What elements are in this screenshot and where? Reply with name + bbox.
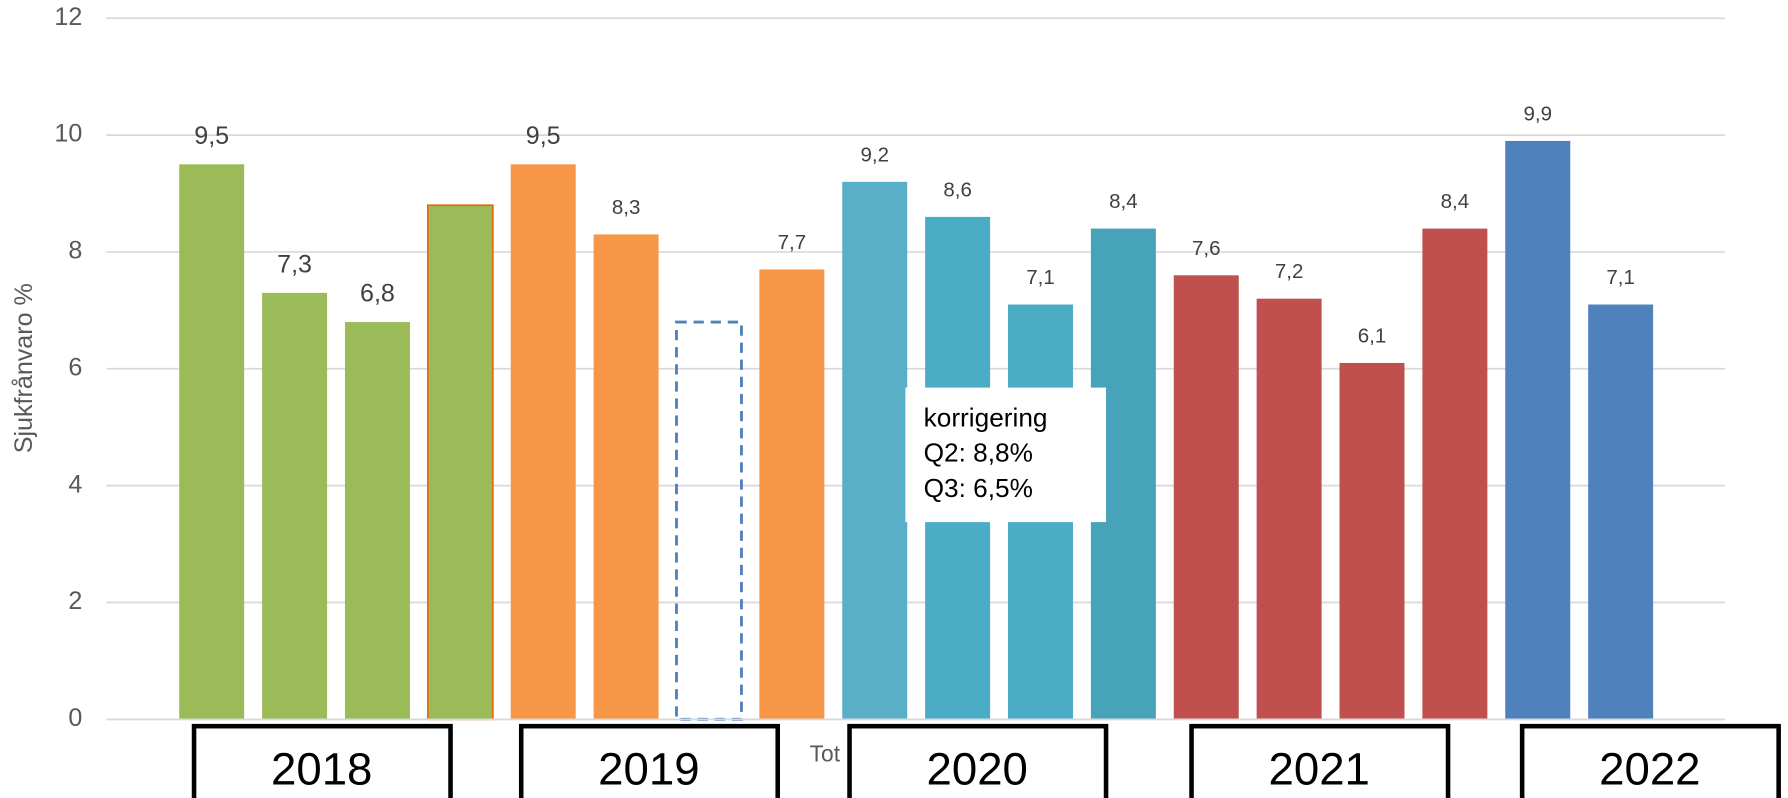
bar bbox=[179, 164, 245, 720]
bar bbox=[262, 292, 328, 720]
y-tick-label: 6 bbox=[68, 353, 82, 381]
data-label: 8,4 bbox=[1441, 190, 1470, 213]
annotation-box bbox=[905, 387, 1107, 523]
bar bbox=[426, 204, 494, 721]
x-axis-label: Tot bbox=[810, 741, 841, 767]
annotation-text: korrigering bbox=[924, 402, 1048, 432]
bar bbox=[1505, 140, 1571, 720]
year-box bbox=[847, 723, 1109, 798]
year-box bbox=[1189, 723, 1451, 798]
data-label: 7,7 bbox=[778, 231, 807, 254]
data-label: 7,2 bbox=[1275, 260, 1304, 283]
bar bbox=[1588, 304, 1654, 720]
data-label: 7,6 bbox=[1192, 237, 1221, 260]
bar bbox=[675, 320, 743, 721]
y-tick-label: 8 bbox=[68, 237, 82, 265]
data-label: 7,1 bbox=[1606, 266, 1635, 289]
bar bbox=[1173, 275, 1239, 720]
year-label: 2020 bbox=[927, 743, 1028, 794]
data-label: 8,3 bbox=[612, 196, 641, 219]
data-label: 9,5 bbox=[526, 122, 561, 150]
year-label: 2021 bbox=[1269, 743, 1370, 794]
y-tick-label: 12 bbox=[54, 3, 82, 31]
y-axis-label: Sjukfrånvaro % bbox=[10, 283, 38, 453]
y-tick-label: 4 bbox=[68, 470, 82, 498]
year-label: 2018 bbox=[271, 743, 372, 794]
data-label: 8,4 bbox=[1109, 190, 1138, 213]
data-label: 9,2 bbox=[860, 143, 889, 166]
bar bbox=[1256, 298, 1322, 720]
bar bbox=[842, 181, 908, 720]
annotation-text: Q2: 8,8% bbox=[924, 438, 1033, 468]
data-label: 6,1 bbox=[1358, 324, 1387, 347]
bar bbox=[1422, 228, 1488, 720]
bar bbox=[1339, 362, 1405, 720]
bar bbox=[510, 164, 576, 720]
annotation-text: Q3: 6,5% bbox=[924, 473, 1033, 503]
bar bbox=[593, 234, 659, 720]
y-tick-label: 0 bbox=[68, 704, 82, 732]
y-tick-label: 2 bbox=[68, 587, 82, 615]
year-label: 2022 bbox=[1599, 743, 1700, 794]
data-label: 9,5 bbox=[194, 122, 229, 150]
data-label: 8,6 bbox=[943, 178, 972, 201]
data-label: 6,8 bbox=[360, 280, 395, 308]
year-box bbox=[1519, 723, 1781, 798]
year-label: 2019 bbox=[598, 743, 699, 794]
y-tick-label: 10 bbox=[54, 120, 82, 148]
data-label: 9,9 bbox=[1523, 102, 1552, 125]
bar bbox=[344, 322, 410, 720]
bar bbox=[759, 269, 825, 720]
data-label: 7,1 bbox=[1026, 266, 1055, 289]
year-box bbox=[518, 723, 780, 798]
year-box bbox=[191, 723, 453, 798]
data-label: 7,3 bbox=[277, 250, 312, 278]
